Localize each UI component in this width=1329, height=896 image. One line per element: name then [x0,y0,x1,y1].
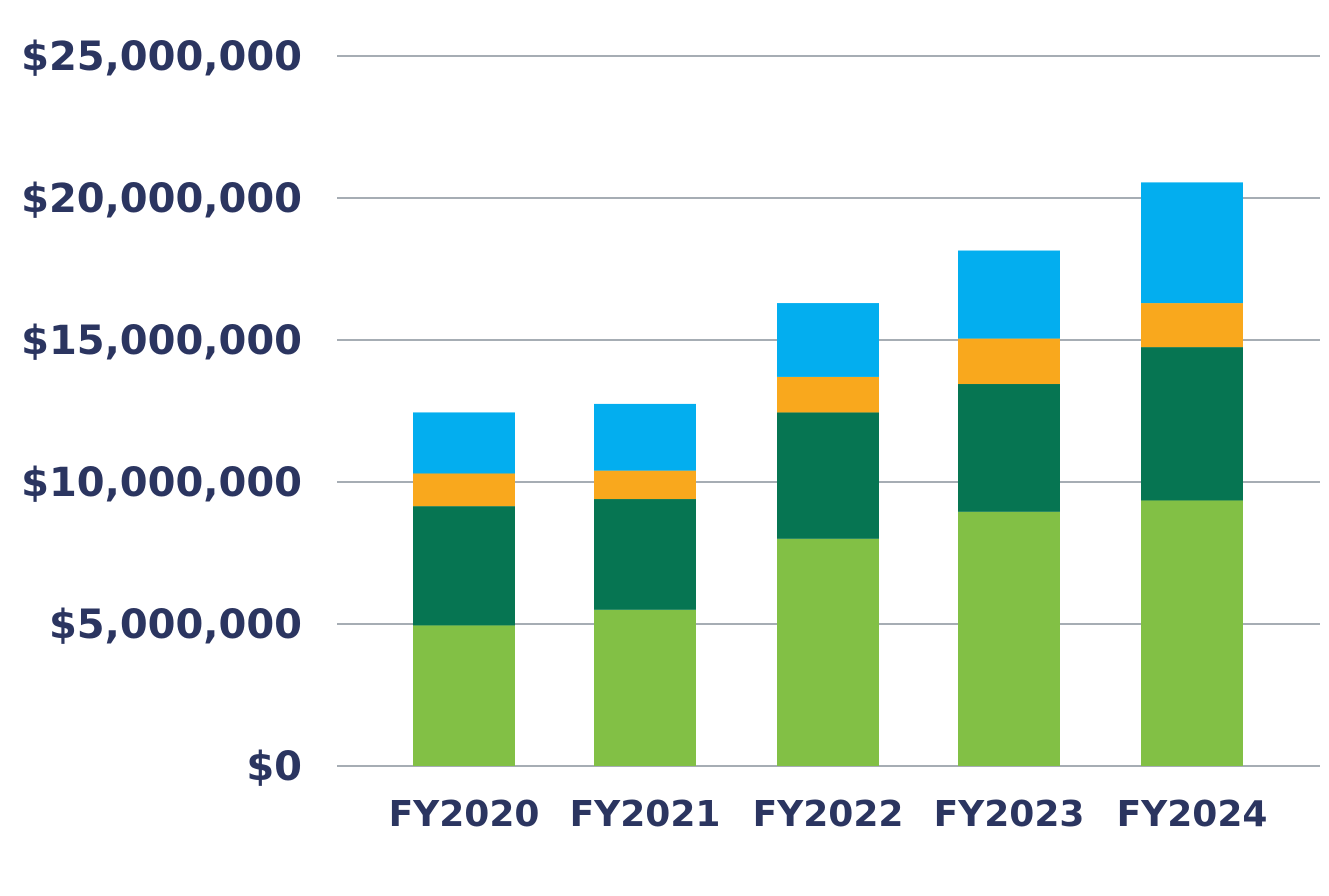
y-tick-label: $15,000,000 [21,318,302,364]
bar-segment [594,609,696,766]
bars [413,182,1243,766]
bar-segment [594,403,696,471]
bar-segment [958,338,1060,385]
bar-segment [958,250,1060,339]
bar-segment [413,625,515,766]
bar-segment [413,412,515,474]
bar-segment [1141,347,1243,501]
x-axis-category-labels: FY2020 FY2021 FY2022 FY2023 FY2024 [389,794,1268,835]
x-tick-label: FY2022 [753,794,904,835]
bar-segment [777,412,879,539]
y-tick-label: $20,000,000 [21,176,302,222]
bar-segment [777,376,879,413]
bar-segment [413,473,515,507]
bar-segment [958,384,1060,512]
y-tick-label: $0 [246,744,302,790]
x-tick-label: FY2021 [570,794,721,835]
y-tick-label: $5,000,000 [49,602,302,648]
bar-segment [1141,182,1243,304]
y-tick-label: $25,000,000 [21,34,302,80]
bar-segment [958,511,1060,766]
bar-segment [777,303,879,377]
bar-segment [594,499,696,610]
x-tick-label: FY2023 [934,794,1085,835]
x-tick-label: FY2024 [1117,794,1268,835]
bar-segment [1141,500,1243,766]
bar-segment [777,538,879,766]
y-tick-label: $10,000,000 [21,460,302,506]
bar-segment [594,470,696,500]
x-tick-label: FY2020 [389,794,540,835]
bar-segment [413,506,515,626]
y-axis-tick-labels: $0 $5,000,000 $10,000,000 $15,000,000 $20,00… [21,34,302,790]
bar-segment [1141,303,1243,348]
